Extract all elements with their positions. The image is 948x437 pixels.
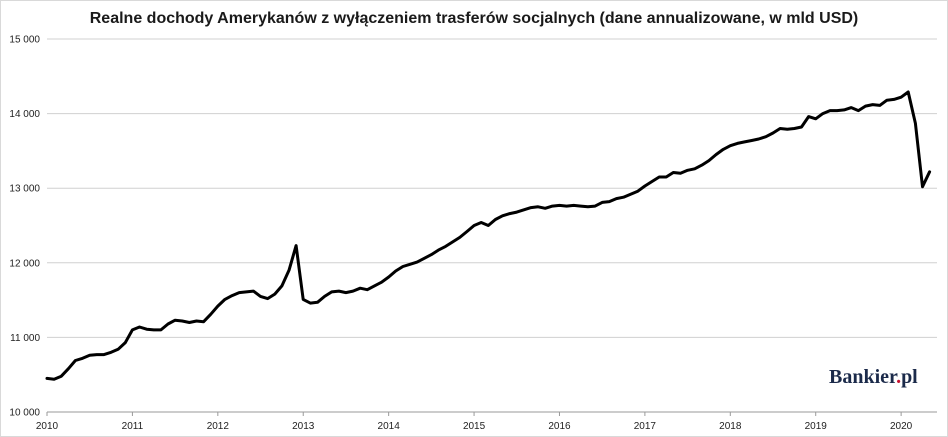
- x-tick-label: 2014: [378, 421, 401, 432]
- bankier-logo: Bankier.pl: [829, 366, 918, 388]
- x-tick-label: 2020: [890, 421, 913, 432]
- y-tick-label: 13 000: [9, 184, 40, 195]
- series-line: [45, 90, 932, 381]
- y-tick-label: 15 000: [9, 35, 40, 46]
- x-tick-label: 2010: [36, 421, 59, 432]
- x-tick-label: 2019: [805, 421, 828, 432]
- x-tick-label: 2018: [719, 421, 742, 432]
- x-tick-label: 2017: [634, 421, 657, 432]
- x-tick-label: 2012: [207, 421, 230, 432]
- gridlines: [47, 38, 937, 413]
- y-tick-label: 11 000: [10, 333, 40, 344]
- y-tick-label: 14 000: [9, 109, 40, 120]
- x-tick-label: 2016: [548, 421, 571, 432]
- x-tick-label: 2011: [122, 421, 144, 432]
- x-axis-ticks: 2010 2011 2012 2013 2014 2015 2016 2017 2018 2019…: [36, 412, 913, 432]
- y-tick-label: 12 000: [9, 258, 40, 269]
- series-group: [45, 90, 932, 381]
- y-tick-label: 10 000: [9, 408, 40, 419]
- brand-dot: .: [896, 366, 901, 388]
- y-axis-ticks: 10 000 11 000 12 000 13 000 14 000 15 000: [9, 35, 40, 419]
- x-tick-label: 2015: [463, 421, 486, 432]
- brand-suffix: pl: [901, 366, 918, 388]
- x-tick-label: 2013: [292, 421, 315, 432]
- svg-text:Bankier.pl: Bankier.pl: [829, 366, 918, 388]
- chart-title: Realne dochody Amerykanów z wyłączeniem …: [90, 10, 859, 27]
- brand-name: Bankier: [829, 366, 898, 388]
